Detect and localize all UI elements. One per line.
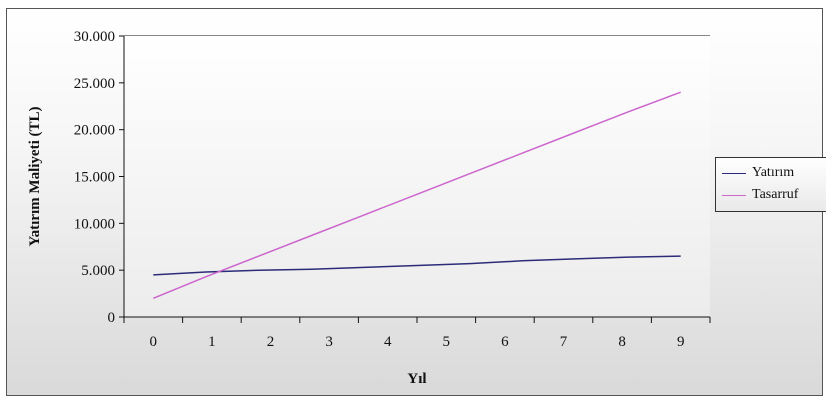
y-axis-title: Yatırım Maliyeti (TL) [27,107,43,247]
x-tick-label: 0 [150,334,158,350]
y-tick-label: 20.000 [74,123,115,139]
y-tick-label: 0 [108,310,116,326]
legend-label: Tasarruf [752,187,799,202]
x-axis: 0 1 2 3 4 5 6 7 8 9 [123,317,711,350]
x-tick-label: 1 [208,334,216,350]
x-tick-label: 8 [618,334,626,350]
legend-swatch [722,194,746,196]
x-tick-label: 9 [677,334,685,350]
legend-item-yatırım: Yatırım [722,163,794,183]
legend-label: Yatırım [752,165,795,180]
chart-area: 0 5.000 10.000 15.000 20.000 25.000 30.000 0 1 2… [6,8,826,396]
y-axis: 0 5.000 10.000 15.000 20.000 25.000 30.000 [74,29,124,326]
y-tick-label: 5.000 [81,263,115,279]
x-axis-title: Yıl [407,371,426,387]
legend-item-tasarruf: Tasarruf [722,185,798,205]
x-tick-label: 4 [384,334,392,350]
legend-swatch [722,172,746,174]
y-tick-label: 10.000 [74,216,115,232]
series-lines [153,91,681,299]
legend: Yatırım Tasarruf [715,157,826,212]
x-tick-label: 6 [501,334,509,350]
series-line-tasarruf [153,91,681,299]
y-tick-label: 30.000 [74,29,115,45]
x-tick-label: 5 [443,334,451,350]
series-line-yatırım [153,255,681,276]
x-tick-label: 7 [560,334,568,350]
x-tick-label: 3 [325,334,333,350]
y-tick-label: 25.000 [74,76,115,92]
x-tick-label: 2 [267,334,275,350]
y-tick-label: 15.000 [74,170,115,186]
line-chart: 0 5.000 10.000 15.000 20.000 25.000 30.000 0 1 2… [27,29,711,387]
